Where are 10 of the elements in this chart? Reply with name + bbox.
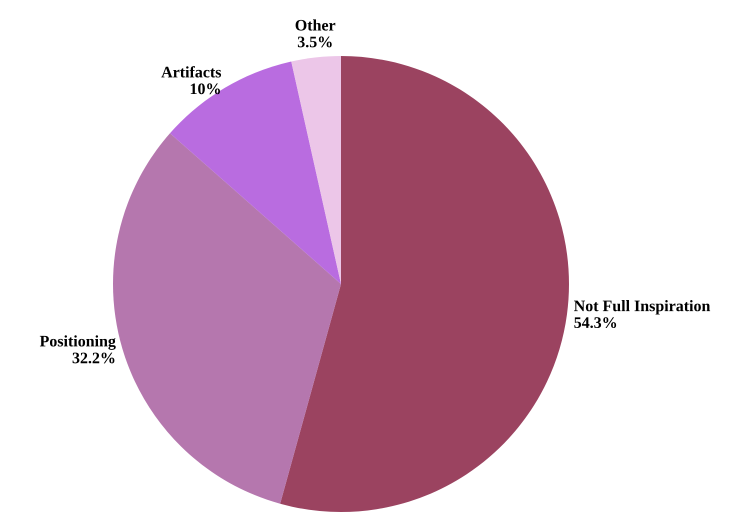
data-label: 32.2%: [72, 352, 114, 364]
slice-label: Artifacts: [161, 66, 222, 78]
data-label: 54.3%: [574, 317, 616, 328]
slice-label: Not Full Inspiration: [574, 300, 710, 315]
data-label: 10%: [190, 83, 220, 94]
slice-label: Other: [296, 19, 336, 31]
pie-slice: [291, 56, 341, 284]
pie-slice: [280, 56, 569, 512]
slice-label: Positioning: [40, 335, 116, 350]
data-label: 3.5%: [298, 36, 332, 48]
